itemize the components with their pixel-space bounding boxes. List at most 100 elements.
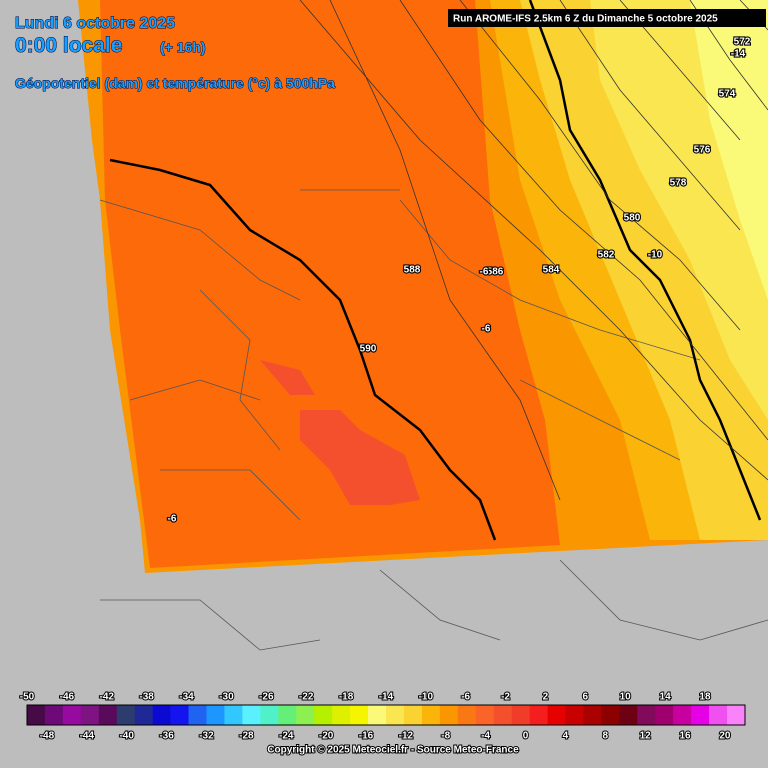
colorbar-label: -46 xyxy=(60,692,75,703)
domain-main xyxy=(100,0,560,568)
colorbar-label: 14 xyxy=(660,692,672,703)
colorbar-label: -42 xyxy=(100,692,115,703)
colorbar-swatch xyxy=(44,705,64,725)
colorbar-label: 18 xyxy=(699,692,711,703)
colorbar-label: 8 xyxy=(602,731,608,742)
colorbar-label: -36 xyxy=(159,731,174,742)
colorbar-swatch xyxy=(637,705,656,725)
colorbar-label: -20 xyxy=(319,731,334,742)
contour-label: -6 xyxy=(168,514,177,525)
colorbar-label: -16 xyxy=(359,731,374,742)
colorbar-label: -32 xyxy=(199,731,214,742)
colorbar-swatch xyxy=(547,705,566,725)
colorbar-swatch xyxy=(170,705,189,725)
colorbar-label: -4 xyxy=(481,731,490,742)
colorbar-swatch xyxy=(314,705,333,725)
parameter: Géopotentiel (dam) et température (°c) à… xyxy=(15,75,335,91)
colorbar-swatch xyxy=(368,705,387,725)
colorbar-label: 2 xyxy=(543,692,549,703)
colorbar-label: -40 xyxy=(119,731,134,742)
contour-label: 582 xyxy=(598,250,615,261)
colorbar-swatch xyxy=(116,705,135,725)
colorbar-label: 0 xyxy=(523,731,529,742)
colorbar-swatch xyxy=(206,705,225,725)
colorbar-swatch xyxy=(475,705,494,725)
colorbar-swatch xyxy=(188,705,207,725)
colorbar-label: -10 xyxy=(419,692,434,703)
colorbar-label: -12 xyxy=(399,731,414,742)
colorbar-label: -44 xyxy=(80,731,95,742)
run-info: Run AROME-IFS 2.5km 6 Z du Dimanche 5 oc… xyxy=(453,14,718,25)
colorbar-label: -18 xyxy=(339,692,354,703)
time: 0:00 locale xyxy=(15,34,122,57)
colorbar-frame xyxy=(26,704,746,726)
contour-label: 584 xyxy=(543,265,560,276)
colorbar-swatch xyxy=(421,705,441,725)
colorbar-label: -14 xyxy=(379,692,394,703)
lead-time: (+ 16h) xyxy=(160,39,206,55)
warm-patch xyxy=(260,360,420,505)
contour-label: 572 xyxy=(734,37,751,48)
colorbar-swatch xyxy=(98,705,118,725)
colorbar-swatch xyxy=(224,705,243,725)
colorbar-label: -8 xyxy=(441,731,450,742)
colorbar-swatch xyxy=(27,705,46,725)
colorbar-label: 10 xyxy=(620,692,632,703)
contour-label: 590 xyxy=(360,344,377,355)
contour-label: -14 xyxy=(731,49,746,60)
colorbar-swatch xyxy=(403,705,423,725)
colorbar-swatch xyxy=(619,705,638,725)
colorbar-swatch xyxy=(439,705,459,725)
date: Lundi 6 octobre 2025 xyxy=(15,15,175,32)
colorbar-swatch xyxy=(62,705,82,725)
contour-labels: 572 -14 574 576 578 580 582 -10 584 586 … xyxy=(166,36,751,526)
colorbar-swatch xyxy=(332,705,351,725)
colorbar-label: 16 xyxy=(679,731,691,742)
admin-borders xyxy=(99,189,768,651)
colorbar-swatch xyxy=(80,705,100,725)
copyright: Copyright © 2025 Meteociel.fr - Source M… xyxy=(267,745,519,756)
colorbar-swatch xyxy=(601,705,620,725)
colorbar-swatch xyxy=(655,705,674,725)
contour-label: -6 xyxy=(480,267,489,278)
contour-label: -10 xyxy=(648,250,663,261)
colorbar-swatch xyxy=(457,705,477,725)
colorbar-label: -6 xyxy=(461,692,470,703)
colorbar-label: -28 xyxy=(239,731,254,742)
colorbar-swatch xyxy=(386,705,405,725)
contour-label: 586 xyxy=(487,267,504,278)
colorbar-swatch xyxy=(350,705,369,725)
colorbar-swatch xyxy=(529,705,548,725)
colorbar-swatch xyxy=(134,705,153,725)
colorbar-swatch xyxy=(152,705,171,725)
run-box xyxy=(448,9,766,27)
colorbar-label: -34 xyxy=(179,692,194,703)
colorbar-label: -22 xyxy=(299,692,314,703)
colorbar-label: -24 xyxy=(279,731,294,742)
colorbar-swatch xyxy=(709,705,728,725)
colorbar-label: -30 xyxy=(219,692,234,703)
colorbar-swatch xyxy=(296,705,315,725)
contour-label: 578 xyxy=(670,178,687,189)
colorbar-swatch xyxy=(673,705,692,725)
coastline xyxy=(528,0,762,521)
colorbar: -50 -46 -42 -38 -34 -30 -26 -22 -18 -14 -10 -6 -2 2 6 1… xyxy=(19,691,746,743)
colorbar-swatch xyxy=(260,705,279,725)
colorbar-label: -48 xyxy=(40,731,55,742)
colorbar-label: 6 xyxy=(583,692,589,703)
colorbar-swatch xyxy=(493,705,512,725)
colorbar-swatch xyxy=(278,705,297,725)
colorbar-label: 20 xyxy=(719,731,731,742)
colorbar-swatch xyxy=(511,705,530,725)
contour-label: 574 xyxy=(719,89,736,100)
colorbar-label: -38 xyxy=(139,692,154,703)
colorbar-swatch xyxy=(691,705,710,725)
contour-label: 588 xyxy=(404,265,421,276)
colorbar-label: -26 xyxy=(259,692,274,703)
contour-label: 580 xyxy=(624,213,641,224)
contour-label: -6 xyxy=(482,324,491,335)
colorbar-swatch xyxy=(583,705,602,725)
band-4 xyxy=(690,0,768,300)
colorbar-label: 12 xyxy=(640,731,652,742)
